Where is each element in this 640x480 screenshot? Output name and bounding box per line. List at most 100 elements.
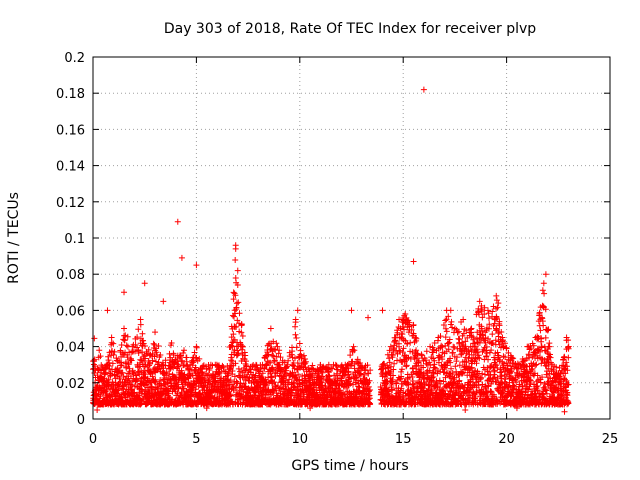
- data-point: [292, 323, 299, 330]
- data-point: [233, 279, 240, 286]
- data-point: [562, 370, 569, 377]
- data-point: [544, 327, 551, 334]
- data-point: [538, 335, 545, 342]
- data-point: [496, 318, 503, 325]
- data-point: [220, 368, 227, 375]
- data-point: [170, 351, 177, 358]
- data-point: [238, 321, 245, 328]
- data-point: [445, 340, 452, 347]
- data-point: [94, 372, 101, 379]
- data-point: [292, 319, 299, 326]
- data-point: [449, 349, 456, 356]
- data-point: [108, 339, 115, 346]
- x-tick-label: 5: [192, 432, 200, 447]
- data-point: [481, 311, 488, 318]
- data-point: [193, 354, 200, 361]
- data-point: [296, 340, 303, 347]
- data-point: [542, 334, 549, 341]
- data-point: [398, 373, 405, 380]
- data-point: [483, 350, 490, 357]
- data-point: [177, 392, 184, 399]
- data-point: [366, 377, 373, 384]
- data-point: [462, 388, 469, 395]
- data-point: [558, 367, 565, 374]
- data-point: [561, 408, 568, 415]
- y-tick-label: 0: [77, 413, 85, 428]
- data-point: [398, 366, 405, 373]
- data-point: [448, 365, 455, 372]
- data-point: [174, 381, 181, 388]
- data-point: [440, 378, 447, 385]
- data-point: [151, 341, 158, 348]
- data-point: [447, 321, 454, 328]
- data-point: [483, 389, 490, 396]
- data-point: [348, 307, 355, 314]
- data-point: [450, 343, 457, 350]
- y-tick-label: 0.2: [64, 51, 85, 66]
- data-point: [513, 405, 520, 412]
- data-point: [121, 289, 128, 296]
- data-point: [526, 346, 533, 353]
- data-point: [319, 369, 326, 376]
- data-point: [141, 342, 148, 349]
- data-point: [498, 375, 505, 382]
- grid-lines: [93, 57, 610, 419]
- data-point: [486, 321, 493, 328]
- data-point: [447, 307, 454, 314]
- data-point: [488, 347, 495, 354]
- data-point: [179, 357, 186, 364]
- data-point: [196, 355, 203, 362]
- data-point: [294, 307, 301, 314]
- data-point: [427, 382, 434, 389]
- data-point: [420, 86, 427, 93]
- data-point: [479, 370, 486, 377]
- data-point: [463, 359, 470, 366]
- data-point: [488, 388, 495, 395]
- data-point: [209, 362, 216, 369]
- data-point: [136, 371, 143, 378]
- data-point: [381, 360, 388, 367]
- data-point: [105, 365, 112, 372]
- data-point: [124, 343, 131, 350]
- data-point: [178, 254, 185, 261]
- data-point: [230, 331, 237, 338]
- x-tick-label: 0: [89, 432, 97, 447]
- data-point: [538, 355, 545, 362]
- data-point: [181, 371, 188, 378]
- data-point: [444, 358, 451, 365]
- data-point: [537, 348, 544, 355]
- data-point: [386, 355, 393, 362]
- data-point: [466, 387, 473, 394]
- data-point: [142, 355, 149, 362]
- data-point: [530, 342, 537, 349]
- data-point: [437, 368, 444, 375]
- data-point: [137, 321, 144, 328]
- data-point: [494, 365, 501, 372]
- data-point: [442, 325, 449, 332]
- data-point: [443, 328, 450, 335]
- data-point: [340, 372, 347, 379]
- data-point: [229, 368, 236, 375]
- data-point: [533, 361, 540, 368]
- data-point: [525, 386, 532, 393]
- data-point: [149, 357, 156, 364]
- data-point: [445, 313, 452, 320]
- data-point: [433, 378, 440, 385]
- data-point: [431, 364, 438, 371]
- data-point: [485, 356, 492, 363]
- data-point: [334, 366, 341, 373]
- data-point: [526, 352, 533, 359]
- data-point: [202, 379, 209, 386]
- data-point: [289, 348, 296, 355]
- data-point: [393, 380, 400, 387]
- data-point: [486, 368, 493, 375]
- data-point: [470, 336, 477, 343]
- data-point: [153, 349, 160, 356]
- data-point: [427, 362, 434, 369]
- data-point: [489, 331, 496, 338]
- data-point: [498, 369, 505, 376]
- data-point: [551, 393, 558, 400]
- data-point: [459, 370, 466, 377]
- data-point: [309, 362, 316, 369]
- data-point: [155, 359, 162, 366]
